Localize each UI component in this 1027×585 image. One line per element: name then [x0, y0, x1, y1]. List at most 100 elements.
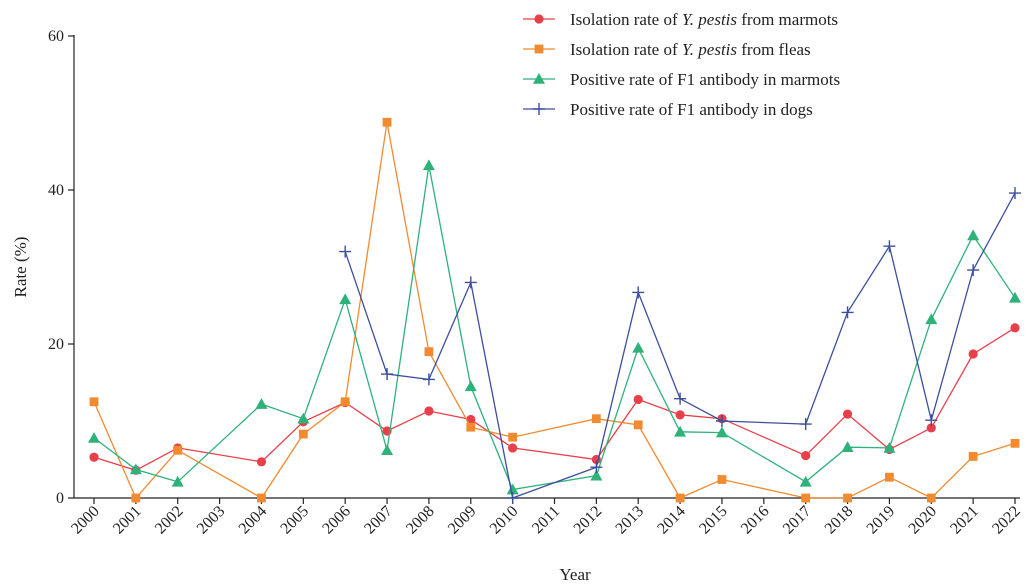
x-tick-label: 2021: [947, 503, 982, 538]
x-tick-label: 2017: [780, 503, 815, 538]
series-1-point: [508, 443, 518, 453]
series-3-point: [506, 483, 519, 495]
series-4-point: [632, 286, 645, 299]
series-4-point: [381, 368, 394, 381]
series-3: [88, 159, 1021, 495]
series-3-point: [967, 229, 980, 241]
series-4-point: [967, 264, 980, 277]
series-1-line: [93, 327, 1016, 472]
series-2-point: [675, 493, 685, 503]
series-1-point: [89, 452, 99, 462]
series-2-point: [466, 422, 476, 432]
series-3-point: [339, 293, 352, 305]
series-2-point: [508, 432, 518, 442]
y-tick-label: 20: [48, 336, 64, 353]
series-1-point: [801, 451, 811, 461]
x-tick-label: 2014: [654, 503, 689, 538]
x-tick-label: 2001: [110, 503, 145, 538]
series-2-point: [298, 429, 308, 439]
series-4-point: [1009, 187, 1021, 200]
series-1-point: [633, 394, 643, 405]
x-tick-label: 2016: [738, 503, 773, 538]
y-tick-label: 0: [56, 490, 64, 507]
series-3-point: [674, 425, 687, 437]
x-tick-label: 2008: [403, 503, 438, 538]
series-3-point: [883, 441, 896, 453]
series-3-point: [171, 475, 184, 487]
x-tick-label: 2013: [612, 503, 647, 538]
x-tick-label: 2011: [529, 503, 563, 537]
series-2-point: [926, 493, 936, 503]
series-3-point: [799, 475, 812, 487]
legend-label: Positive rate of F1 antibody in marmots: [570, 70, 840, 89]
series-3-point: [715, 426, 728, 438]
series-2-point: [843, 493, 852, 503]
series-2-point: [382, 117, 392, 127]
series-4-point: [925, 414, 938, 427]
series-3-point: [590, 469, 603, 481]
series-1-point: [842, 409, 853, 419]
series-1-point: [1010, 323, 1020, 333]
series-4-line: [344, 192, 1016, 499]
series-2-point: [340, 397, 350, 407]
series-2-point: [591, 414, 601, 424]
series-3-point: [1009, 291, 1021, 303]
series-1-point: [968, 349, 978, 359]
y-axis-label: Rate (%): [11, 237, 30, 298]
legend-item-3: Positive rate of F1 antibody in marmots: [523, 70, 840, 89]
series-4-point: [841, 306, 854, 319]
series-3-point: [297, 412, 310, 424]
series-2-point: [1010, 438, 1020, 448]
axes: [73, 35, 1020, 499]
series-1-point: [256, 457, 267, 467]
series-3-point: [464, 380, 477, 392]
x-tick-label: 2019: [864, 503, 899, 538]
x-tick-label: 2009: [445, 503, 480, 538]
legend-item-4: Positive rate of F1 antibody in dogs: [523, 100, 813, 119]
legend-item-2: Isolation rate of Y. pestis from fleas: [523, 40, 811, 59]
series-1-point: [424, 406, 434, 416]
series-2-point: [173, 445, 183, 455]
x-tick-label: 2000: [68, 503, 103, 538]
x-tick-label: 2015: [696, 503, 731, 538]
x-tick-label: 2004: [236, 503, 271, 538]
series-3-point: [925, 313, 938, 325]
series-3-point: [841, 441, 854, 452]
series-4-point: [590, 461, 603, 474]
series-3-point: [381, 444, 394, 456]
legend-label: Isolation rate of Y. pestis from fleas: [570, 40, 811, 59]
series-4-point: [715, 415, 728, 427]
series-4-point: [674, 392, 687, 405]
series-3-point: [88, 431, 100, 443]
legend-marker: [534, 44, 544, 54]
series-3-point: [422, 159, 435, 171]
series-3-point: [129, 463, 142, 475]
x-tick-label: 2018: [822, 503, 857, 538]
series-2-point: [885, 472, 894, 482]
legend-label: Isolation rate of Y. pestis from marmots: [570, 10, 838, 29]
series-3-point: [632, 341, 645, 353]
series-2-point: [801, 493, 811, 503]
x-tick-label: 2003: [194, 503, 229, 538]
x-tick-label: 2006: [319, 503, 354, 538]
y-ticks: 0 20 40 60: [48, 28, 74, 507]
series-2: [89, 117, 1020, 503]
series-3-point: [255, 398, 268, 409]
legend-item-1: Isolation rate of Y. pestis from marmots: [523, 10, 838, 29]
y-tick-label: 40: [48, 182, 64, 199]
x-tick-label: 2002: [152, 503, 187, 538]
series-2-line: [93, 122, 1016, 500]
legend-label: Positive rate of F1 antibody in dogs: [570, 100, 813, 119]
y-tick-label: 60: [48, 28, 64, 45]
series-4: [339, 187, 1021, 504]
series-1-point: [926, 423, 936, 433]
series-2-point: [424, 347, 434, 357]
series-1: [89, 323, 1020, 475]
series-1-point: [675, 410, 685, 420]
series-4-point: [339, 245, 352, 258]
x-tick-label: 2005: [277, 503, 312, 538]
series-4-point: [883, 240, 896, 253]
series-layer: [88, 117, 1021, 504]
series-2-point: [717, 475, 727, 484]
